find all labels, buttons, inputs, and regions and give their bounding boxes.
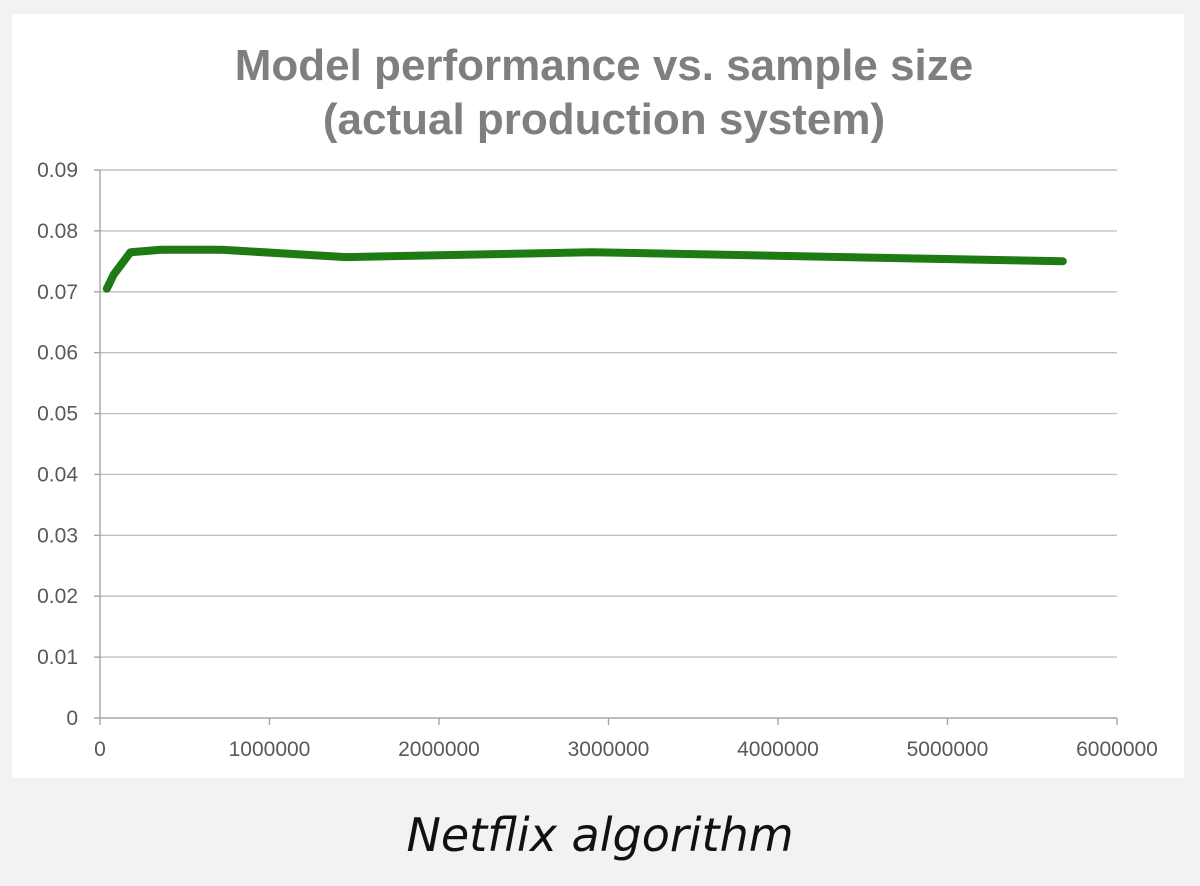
y-tick-label: 0.03 [37, 524, 78, 547]
y-tick-label: 0 [66, 707, 78, 730]
x-tick-label: 3000000 [568, 738, 650, 761]
y-tick-label: 0.05 [37, 403, 78, 426]
y-tick-label: 0.04 [37, 463, 78, 486]
chart-title-line-1: Model performance vs. sample size [235, 41, 974, 90]
line-chart: Model performance vs. sample size (actua… [37, 41, 1158, 761]
series-line [102, 245, 1067, 293]
y-tick-label: 0.09 [37, 159, 78, 182]
y-tick-label: 0.02 [37, 585, 78, 608]
x-tick-label: 1000000 [229, 738, 311, 761]
y-tick-label: 0.06 [37, 342, 78, 365]
chart-panel: Model performance vs. sample size (actua… [12, 14, 1184, 778]
x-tick-label: 6000000 [1076, 738, 1158, 761]
y-tick-label: 0.07 [37, 281, 78, 304]
x-tick-label: 5000000 [907, 738, 989, 761]
chart-title-line-2: (actual production system) [323, 95, 885, 144]
series-layer [102, 245, 1067, 293]
tick-labels: 0 0.01 0.02 0.03 0.04 0.05 0.06 0.07 0.08 0.09 0 10… [37, 159, 1158, 761]
x-tick-label: 0 [94, 738, 106, 761]
y-tick-label: 0.01 [37, 646, 78, 669]
caption: Netflix algorithm [406, 808, 794, 862]
x-tick-label: 4000000 [737, 738, 819, 761]
gridlines [100, 169, 1117, 658]
x-tick-label: 2000000 [398, 738, 480, 761]
y-tick-label: 0.08 [37, 220, 78, 243]
axes [94, 169, 1118, 725]
